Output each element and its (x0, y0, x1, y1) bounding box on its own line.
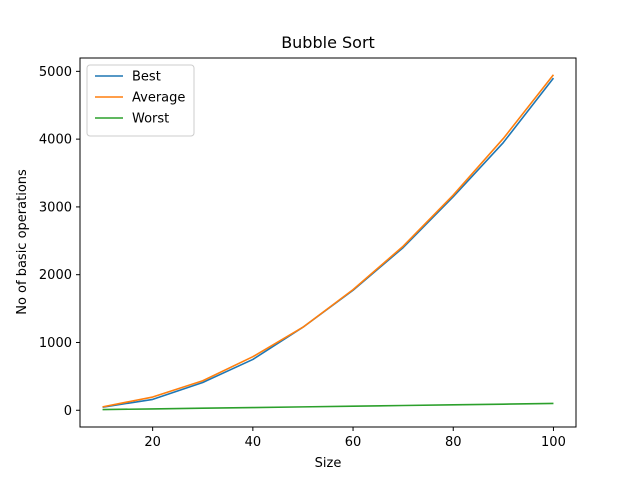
y-tick-label: 4000 (39, 133, 72, 148)
chart-title: Bubble Sort (281, 33, 375, 52)
series-line-worst (102, 402, 554, 411)
x-tick-label: 100 (541, 435, 566, 450)
legend: Best Average Worst (86, 64, 195, 137)
y-tick-label: 2000 (39, 268, 72, 283)
y-tick-label: 5000 (39, 65, 72, 80)
y-tick-label: 1000 (39, 336, 72, 351)
legend-label-worst: Worst (132, 112, 169, 127)
y-tick-label: 0 (64, 404, 72, 419)
y-tick-label: 3000 (39, 200, 72, 215)
legend-label-best: Best (132, 70, 161, 85)
x-tick-label: 20 (144, 435, 161, 450)
legend-label-average: Average (132, 91, 185, 106)
x-tick-label: 80 (445, 435, 462, 450)
x-tick-label: 40 (245, 435, 262, 450)
axes-frame (79, 57, 577, 428)
series-line-average (102, 74, 555, 408)
x-axis-label: Size (315, 456, 342, 471)
y-axis-label: No of basic operations (15, 169, 30, 315)
x-tick-label: 60 (345, 435, 362, 450)
